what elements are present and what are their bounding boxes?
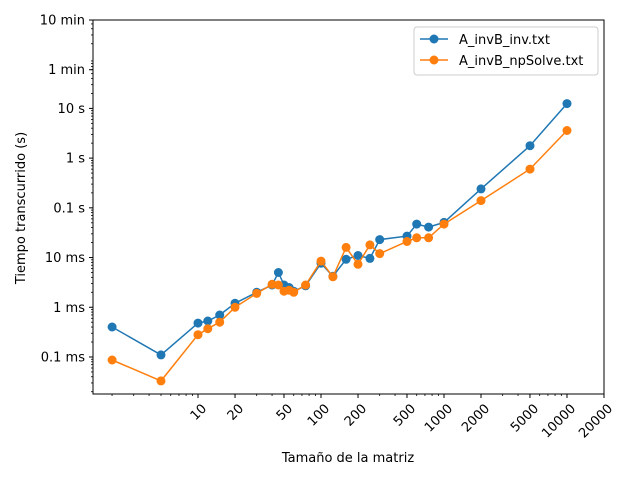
x-tick-label: 10000 <box>539 401 579 441</box>
data-point <box>289 287 299 297</box>
data-point <box>107 355 117 365</box>
legend-entry-npsolve: A_invB_npSolve.txt <box>420 54 583 69</box>
data-point <box>316 256 326 266</box>
y-tick-label: 1 s <box>66 152 85 167</box>
data-point <box>252 288 262 298</box>
legend-label: A_invB_npSolve.txt <box>459 54 583 69</box>
data-point <box>402 237 412 246</box>
x-tick-label: 500 <box>391 401 419 429</box>
y-tick-label: 0.1 s <box>53 201 85 216</box>
data-point <box>203 316 213 326</box>
data-point <box>424 233 434 243</box>
data-point <box>439 219 449 229</box>
x-tick-label: 200 <box>342 401 370 429</box>
legend-entry-inv: A_invB_inv.txt <box>420 33 550 48</box>
data-point <box>375 249 385 259</box>
x-tick-label: 5000 <box>508 401 542 435</box>
x-tick-label: 20 <box>225 401 247 423</box>
data-point <box>353 251 363 260</box>
data-point <box>525 141 535 151</box>
y-axis-label: Tiempo transcurrido (s) <box>14 132 29 285</box>
y-tick-label: 10 s <box>58 102 86 117</box>
legend: A_invB_inv.txt A_invB_npSolve.txt <box>413 26 599 76</box>
data-point <box>193 318 203 328</box>
data-point <box>273 268 283 277</box>
legend-marker <box>429 34 439 44</box>
x-tick-label: 20000 <box>576 401 616 441</box>
data-point <box>156 376 166 386</box>
data-point <box>562 99 572 109</box>
series-line <box>111 103 568 356</box>
data-point <box>365 253 375 263</box>
data-point <box>375 235 385 245</box>
data-point <box>341 254 351 264</box>
data-point <box>215 310 225 320</box>
y-tick-label: 1 ms <box>53 301 85 316</box>
data-point <box>193 330 203 340</box>
data-point <box>365 240 375 250</box>
legend-box <box>413 26 599 76</box>
data-point <box>273 280 283 290</box>
data-point <box>476 196 486 206</box>
data-point <box>230 302 240 312</box>
data-point <box>107 322 117 332</box>
data-point <box>412 233 422 243</box>
data-point <box>215 317 225 327</box>
x-tick-label: 2000 <box>459 401 493 435</box>
x-axis-label: Tamaño de la matriz <box>281 451 414 466</box>
series-0 <box>107 99 572 360</box>
y-tick-label: 10 min <box>40 14 85 29</box>
y-tick-label: 0.1 ms <box>41 350 85 365</box>
x-tick-label: 50 <box>274 401 296 423</box>
x-tick-label: 1000 <box>422 401 456 435</box>
data-point <box>203 324 213 334</box>
plot-area <box>92 19 605 395</box>
data-point <box>353 259 363 269</box>
data-point <box>156 350 166 360</box>
x-tick-label: 100 <box>305 401 333 429</box>
data-point <box>476 184 486 194</box>
series-line <box>111 129 568 382</box>
data-point <box>412 219 422 229</box>
data-point <box>341 242 351 252</box>
data-point <box>562 126 572 135</box>
data-point <box>525 164 535 174</box>
y-tick-label: 10 ms <box>45 251 85 266</box>
data-point <box>328 272 338 282</box>
legend-marker <box>429 55 439 65</box>
data-point <box>424 222 434 232</box>
y-tick-label: 1 min <box>48 63 85 78</box>
series-1 <box>107 126 572 386</box>
data-point <box>301 280 311 290</box>
legend-label: A_invB_inv.txt <box>459 33 550 48</box>
x-tick-label: 10 <box>188 401 210 423</box>
